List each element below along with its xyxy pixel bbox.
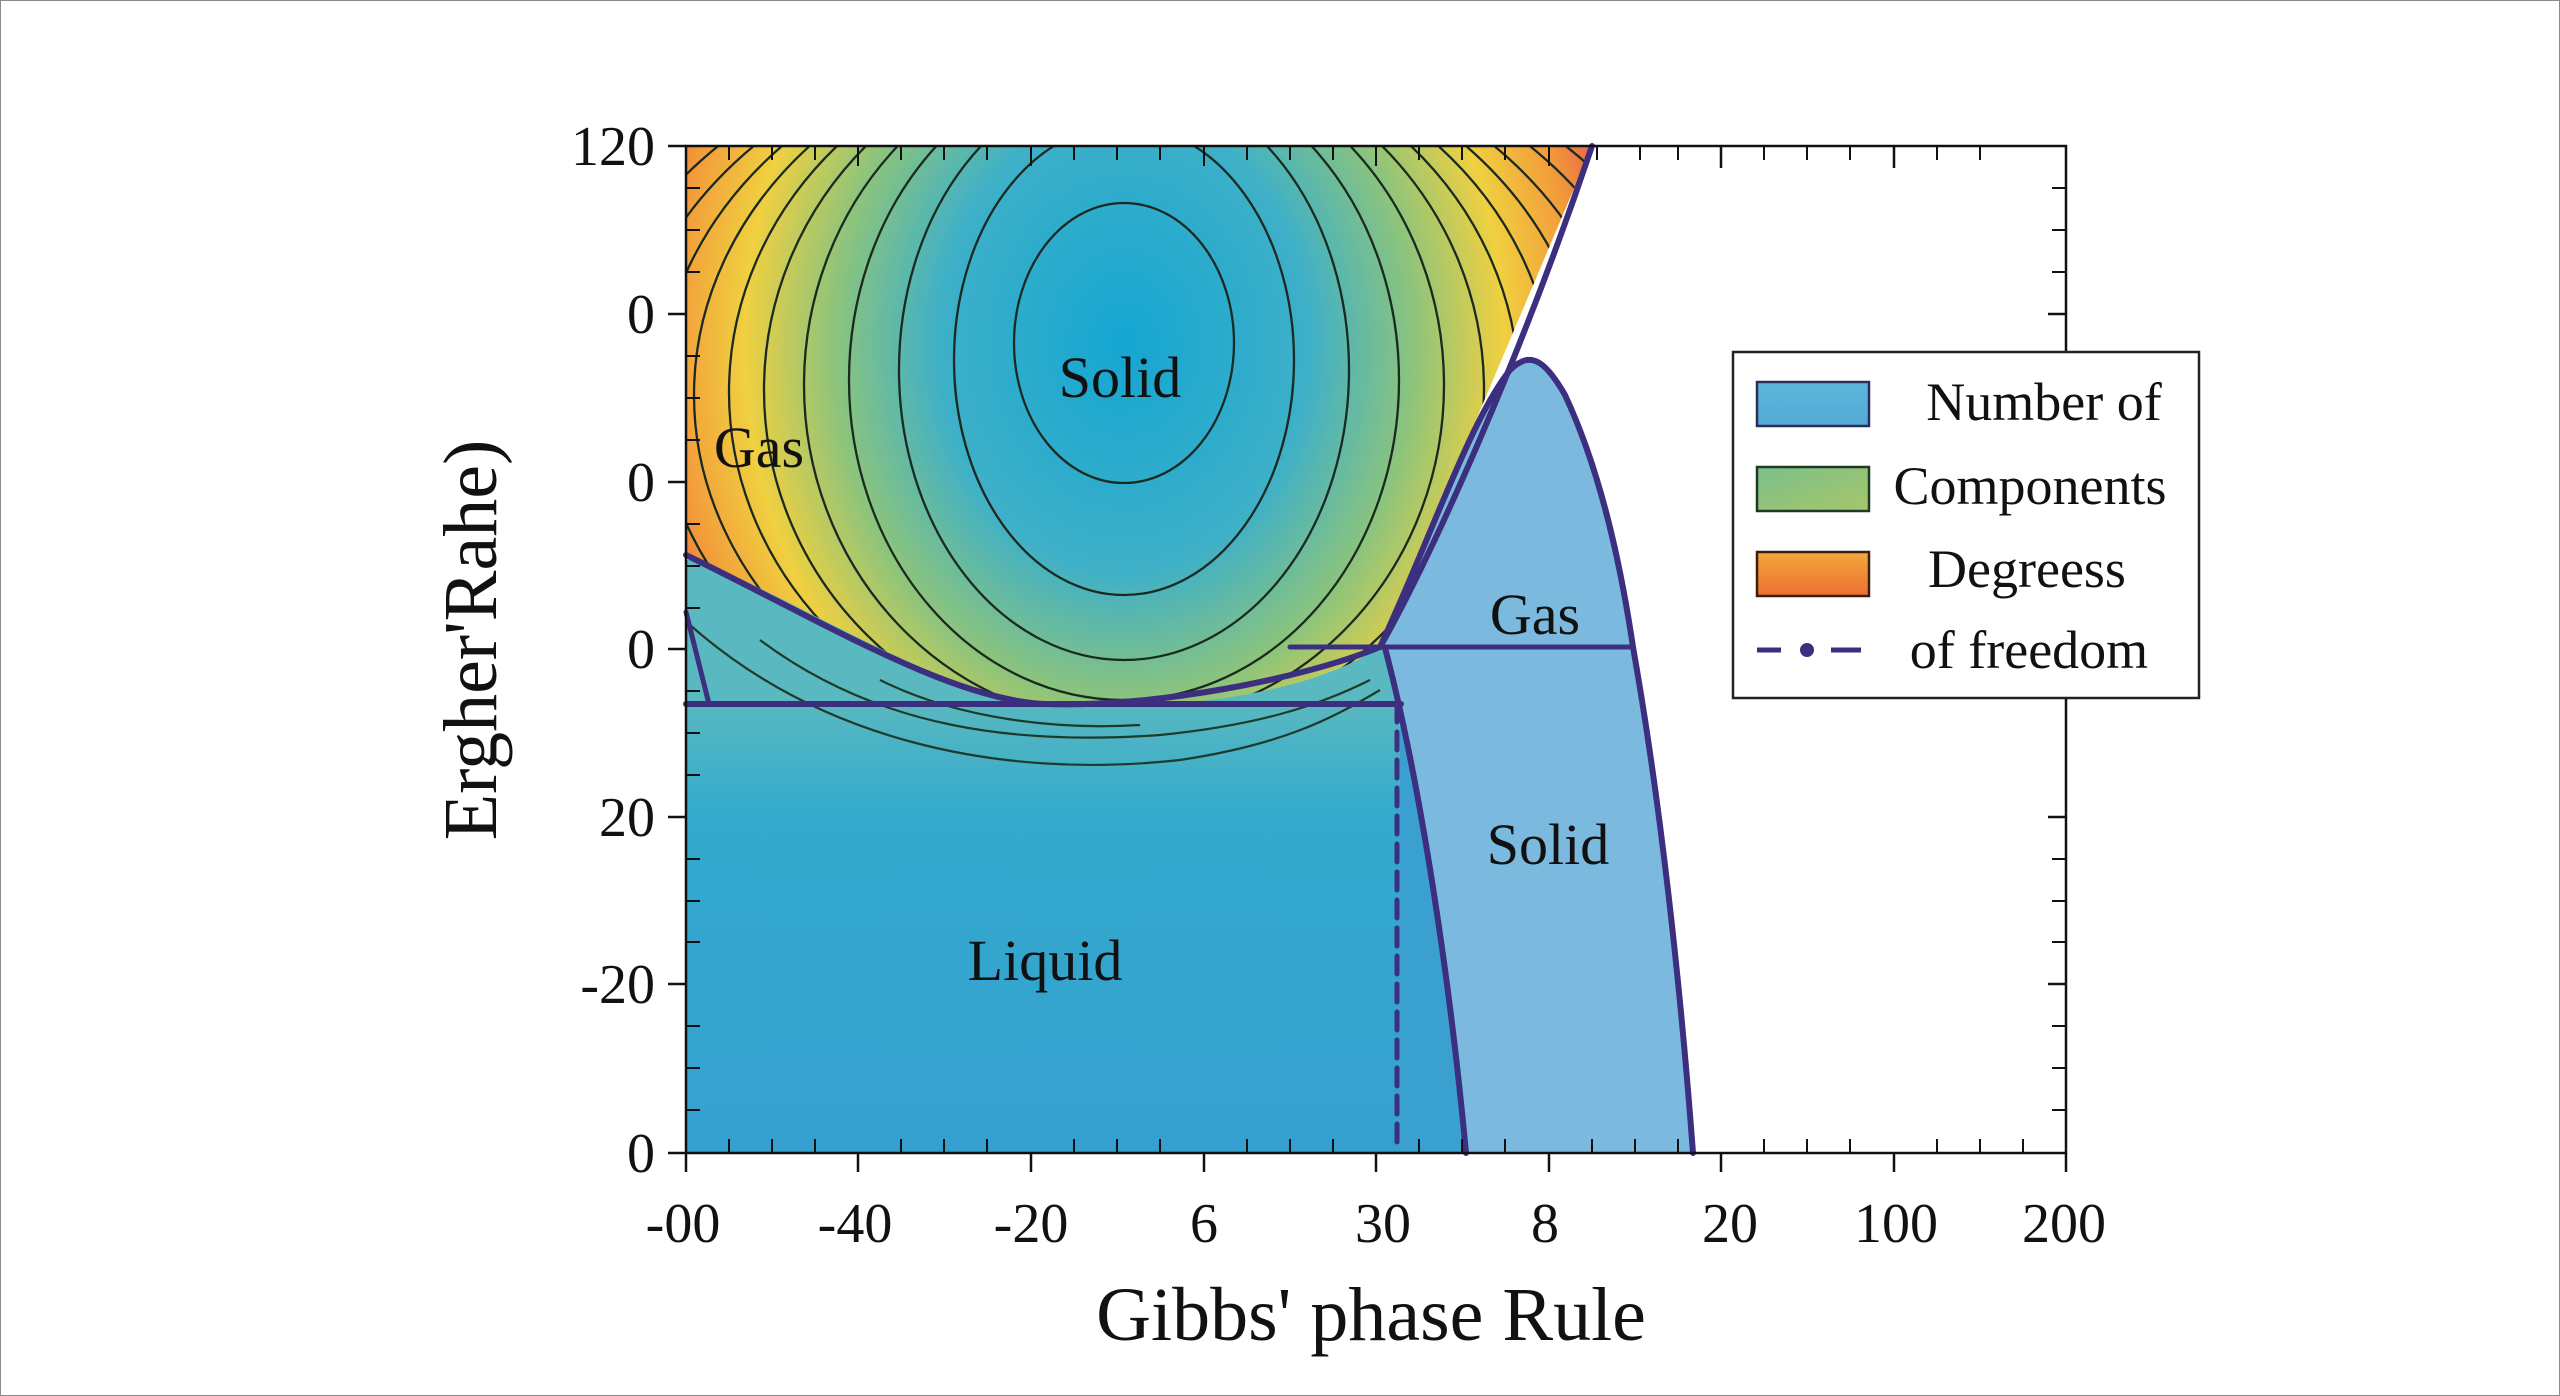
y-axis-title: Ergher'Rahe) — [429, 440, 513, 841]
legend-label: Components — [1893, 456, 2166, 516]
liquid-edge-region — [1385, 650, 1466, 1153]
y-tick-labels: 120 0 0 0 20 -20 0 — [571, 116, 655, 1185]
y-tick-label: -20 — [580, 954, 655, 1016]
x-major-ticks — [684, 146, 2068, 1172]
region-label-gas-right: Gas — [1490, 582, 1580, 647]
y-tick-label: 0 — [627, 452, 655, 514]
y-tick-label: 120 — [571, 116, 655, 178]
y-minor-ticks — [686, 187, 2066, 1111]
legend-label: of freedom — [1910, 620, 2148, 680]
legend-swatch-green — [1755, 465, 1871, 513]
x-tick-label: 30 — [1355, 1193, 1411, 1255]
region-label-solid-right: Solid — [1487, 812, 1610, 877]
legend-label: Degreess — [1928, 539, 2126, 599]
legend: Number of Components Degreess of freedom — [1731, 350, 2201, 700]
region-label-liquid: Liquid — [968, 928, 1123, 993]
x-axis-title: Gibbs' phase Rule — [1096, 1273, 1646, 1357]
legend-label: Number of — [1926, 372, 2161, 432]
x-tick-label: 100 — [1854, 1193, 1938, 1255]
y-tick-label: 20 — [599, 787, 655, 849]
legend-dash-dot-icon — [1757, 643, 1861, 657]
x-tick-label: -20 — [994, 1193, 1069, 1255]
phase-boundaries — [683, 143, 1696, 1156]
x-tick-label: 200 — [2022, 1193, 2106, 1255]
y-tick-label: 0 — [627, 284, 655, 346]
legend-swatch-blue — [1755, 380, 1871, 428]
legend-swatch-orange — [1755, 550, 1871, 598]
x-tick-label: 8 — [1531, 1193, 1559, 1255]
region-label-solid-top: Solid — [1059, 345, 1182, 410]
x-tick-label: 6 — [1190, 1193, 1218, 1255]
y-tick-label: 0 — [627, 619, 655, 681]
x-tick-label: -40 — [818, 1193, 893, 1255]
y-tick-label: 0 — [627, 1123, 655, 1185]
x-tick-labels: -00 -40 -20 6 30 8 20 100 200 — [646, 1193, 2106, 1255]
x-tick-label: 20 — [1702, 1193, 1758, 1255]
region-labels: Solid Gas Gas Solid Liquid — [714, 345, 1609, 993]
region-label-gas-left: Gas — [714, 415, 804, 480]
x-minor-ticks — [728, 146, 2024, 1153]
plot-area — [686, 146, 1693, 1153]
x-tick-label: -00 — [646, 1193, 721, 1255]
